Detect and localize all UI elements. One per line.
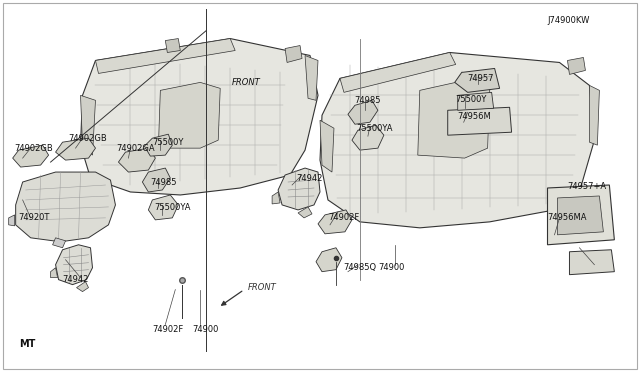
Polygon shape (278, 168, 320, 210)
Polygon shape (316, 248, 342, 272)
Text: 74942: 74942 (63, 275, 89, 284)
Text: 74942: 74942 (296, 173, 323, 183)
Polygon shape (340, 52, 456, 92)
Polygon shape (81, 39, 318, 195)
Polygon shape (95, 39, 235, 73)
Polygon shape (52, 238, 65, 248)
Polygon shape (56, 245, 93, 285)
Polygon shape (352, 125, 384, 150)
Polygon shape (557, 196, 604, 235)
Text: 74985: 74985 (354, 96, 380, 105)
Polygon shape (285, 45, 302, 62)
Text: 74902F: 74902F (152, 325, 184, 334)
Polygon shape (568, 58, 586, 74)
Polygon shape (320, 120, 334, 172)
Polygon shape (305, 55, 318, 100)
Polygon shape (9, 215, 15, 226)
Text: 74902GB: 74902GB (15, 144, 53, 153)
Text: FRONT: FRONT (232, 78, 261, 87)
Polygon shape (51, 268, 58, 278)
Polygon shape (547, 185, 614, 245)
Text: MT: MT (19, 339, 35, 349)
Text: 74957: 74957 (468, 74, 494, 83)
Polygon shape (458, 92, 493, 110)
Polygon shape (56, 138, 95, 160)
Polygon shape (448, 107, 511, 135)
Polygon shape (320, 52, 595, 228)
Polygon shape (118, 148, 156, 172)
Text: 74985: 74985 (150, 177, 177, 186)
Text: 74902F: 74902F (328, 214, 359, 222)
Polygon shape (158, 82, 220, 148)
Text: 74956MA: 74956MA (547, 214, 587, 222)
Polygon shape (318, 210, 352, 234)
Text: 74900: 74900 (192, 325, 219, 334)
Polygon shape (165, 39, 180, 52)
Polygon shape (570, 250, 614, 275)
Polygon shape (81, 95, 95, 155)
Polygon shape (148, 195, 179, 220)
Polygon shape (77, 282, 88, 292)
Text: 74957+A: 74957+A (568, 182, 607, 190)
Text: J74900KW: J74900KW (547, 16, 590, 25)
Polygon shape (418, 80, 490, 158)
Polygon shape (589, 86, 600, 145)
Text: 74902GA: 74902GA (116, 144, 155, 153)
Polygon shape (272, 192, 280, 204)
Text: 74985Q: 74985Q (343, 263, 376, 272)
Text: 74900: 74900 (378, 263, 404, 272)
Text: 74920T: 74920T (19, 214, 50, 222)
Text: 75500Y: 75500Y (456, 95, 487, 104)
Polygon shape (348, 100, 378, 124)
Polygon shape (15, 172, 115, 242)
Text: 74956M: 74956M (458, 112, 492, 121)
Polygon shape (142, 168, 170, 192)
Text: 75500YA: 75500YA (356, 124, 392, 133)
Text: FRONT: FRONT (248, 283, 277, 292)
Text: 75500Y: 75500Y (152, 138, 184, 147)
Text: 74902GB: 74902GB (68, 134, 108, 143)
Polygon shape (13, 145, 49, 167)
Polygon shape (454, 68, 500, 92)
Polygon shape (298, 207, 312, 218)
Text: 75500YA: 75500YA (154, 203, 191, 212)
Polygon shape (145, 134, 172, 156)
